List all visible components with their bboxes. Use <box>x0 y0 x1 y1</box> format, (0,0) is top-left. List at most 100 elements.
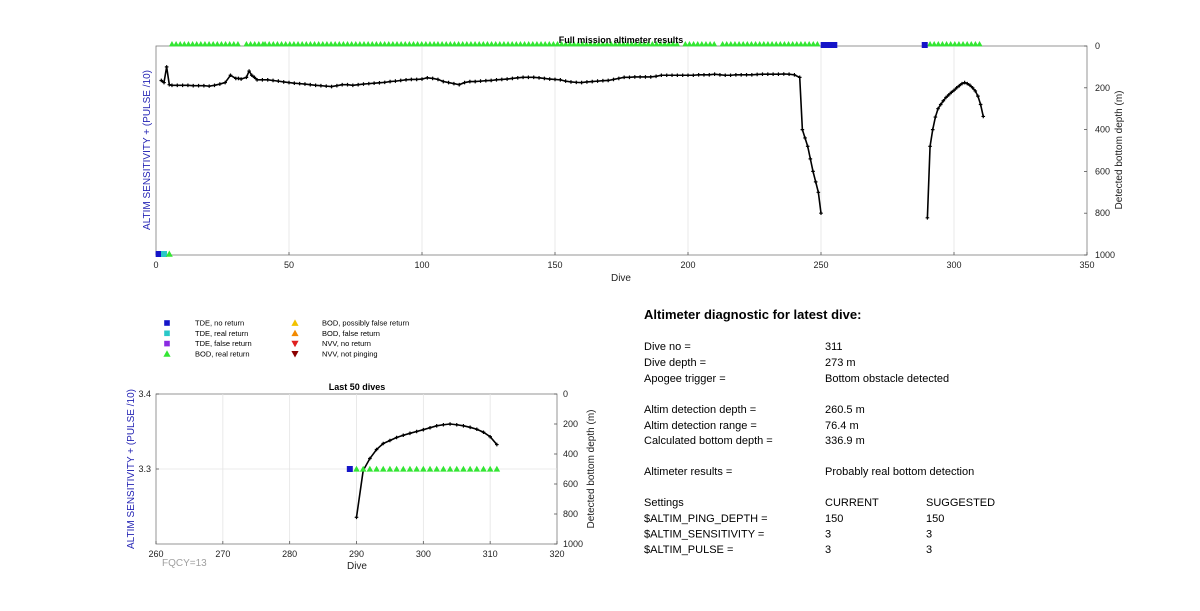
bod-real-marker <box>947 41 954 47</box>
bod-real-marker <box>558 41 565 47</box>
bod-real-marker <box>517 41 524 47</box>
depth-point <box>500 77 504 82</box>
depth-point <box>421 427 426 432</box>
top-y-axis-label-left: ALTIM SENSITIVITY + (PULSE /10) <box>142 70 153 230</box>
bod-real-marker <box>282 41 289 47</box>
bod-real-marker <box>493 465 501 472</box>
bod-real-marker <box>406 41 413 47</box>
depth-point <box>968 83 972 88</box>
depth-point <box>970 86 975 90</box>
depth-point <box>468 425 472 430</box>
diagnostic-title: Altimeter diagnostic for latest dive: <box>644 307 861 322</box>
diagnostic-label: Apogee trigger = <box>644 373 726 385</box>
diagnostic-label: Dive depth = <box>644 357 706 369</box>
x-tick-label: 300 <box>946 260 961 270</box>
depth-point <box>382 80 387 85</box>
x-tick-label: 200 <box>680 260 695 270</box>
depth-point <box>537 75 541 80</box>
depth-point <box>175 83 180 88</box>
depth-point <box>962 80 967 85</box>
settings-suggested: 3 <box>926 529 932 541</box>
bod-real-marker <box>931 41 938 47</box>
bod-real-marker <box>698 41 705 47</box>
depth-point <box>954 86 959 90</box>
x-tick-label: 350 <box>1079 260 1094 270</box>
depth-point <box>434 424 439 428</box>
tde-real-return-marker <box>160 251 167 257</box>
depth-point <box>297 81 302 86</box>
bod-real-marker <box>460 465 467 472</box>
depth-point <box>436 77 440 82</box>
depth-point <box>207 84 211 88</box>
legend-label: TDE, no return <box>195 319 244 328</box>
depth-point <box>976 94 980 98</box>
bod-real-marker <box>789 41 796 47</box>
depth-point <box>739 73 743 77</box>
bod-real-marker <box>645 41 652 47</box>
depth-point <box>468 79 472 84</box>
depth-point <box>475 427 479 432</box>
bod-real-marker <box>723 41 730 47</box>
depth-point <box>601 78 605 83</box>
depth-point <box>409 77 414 82</box>
depth-point <box>368 456 372 461</box>
depth-point <box>728 73 733 78</box>
bottom-x-ticks: 260 270 280 290 300 310 320 <box>148 541 565 559</box>
bod-real-marker <box>266 41 273 47</box>
depth-point <box>957 83 962 88</box>
bod-real-marker <box>740 41 747 47</box>
bod-real-marker <box>420 465 427 472</box>
bod-real-marker <box>509 41 516 47</box>
depth-point <box>202 83 206 88</box>
depth-point <box>643 75 648 79</box>
depth-point <box>771 72 775 77</box>
depth-point <box>553 77 557 82</box>
settings-header: CURRENT <box>825 497 879 509</box>
bod-real-marker <box>616 41 623 47</box>
bod-real-marker <box>218 41 225 47</box>
bod-real-marker <box>247 41 254 47</box>
depth-point <box>585 80 589 84</box>
depth-point <box>228 73 233 78</box>
settings-suggested: 150 <box>926 513 944 525</box>
bod-real-marker <box>379 465 387 472</box>
depth-point <box>473 79 477 84</box>
depth-point <box>367 81 371 86</box>
settings-header: SUGGESTED <box>926 497 995 509</box>
depth-point <box>223 80 227 85</box>
depth-point <box>622 75 626 80</box>
bod-real-marker <box>538 41 545 47</box>
depth-point <box>354 515 359 520</box>
bod-real-marker <box>274 41 281 47</box>
depth-point <box>811 169 815 174</box>
bod-real-marker <box>976 41 983 47</box>
depth-point <box>521 75 525 80</box>
depth-point <box>675 73 680 78</box>
x-tick-label: 250 <box>813 260 828 270</box>
bod-real-marker <box>447 41 454 47</box>
bod-real-marker <box>222 41 229 47</box>
depth-point <box>638 75 642 79</box>
depth-point <box>696 73 701 77</box>
depth-point <box>659 73 664 78</box>
depth-point <box>191 83 196 88</box>
bod-real-marker <box>453 465 461 472</box>
bod-real-marker <box>466 465 474 472</box>
settings-name: $ALTIM_PING_DEPTH = <box>644 513 768 525</box>
bod-real-marker <box>521 41 528 47</box>
tde-no-return-marker <box>921 42 928 48</box>
bod-real-marker <box>566 41 573 47</box>
depth-point <box>563 79 568 83</box>
x-tick-label: 270 <box>215 549 230 559</box>
bod-real-marker <box>230 41 237 47</box>
bod-real-marker <box>369 41 376 47</box>
bod-real-marker <box>426 41 433 47</box>
legend-marker <box>291 340 299 348</box>
depth-point <box>374 447 379 452</box>
bottom-y-axis-label-left: ALTIM SENSITIVITY + (PULSE /10) <box>126 389 137 549</box>
bod-real-marker <box>599 41 606 47</box>
y-tick-label: 600 <box>1095 166 1110 176</box>
bod-real-marker <box>439 41 446 47</box>
bod-real-marker <box>255 41 262 47</box>
bod-real-marker <box>575 41 582 47</box>
